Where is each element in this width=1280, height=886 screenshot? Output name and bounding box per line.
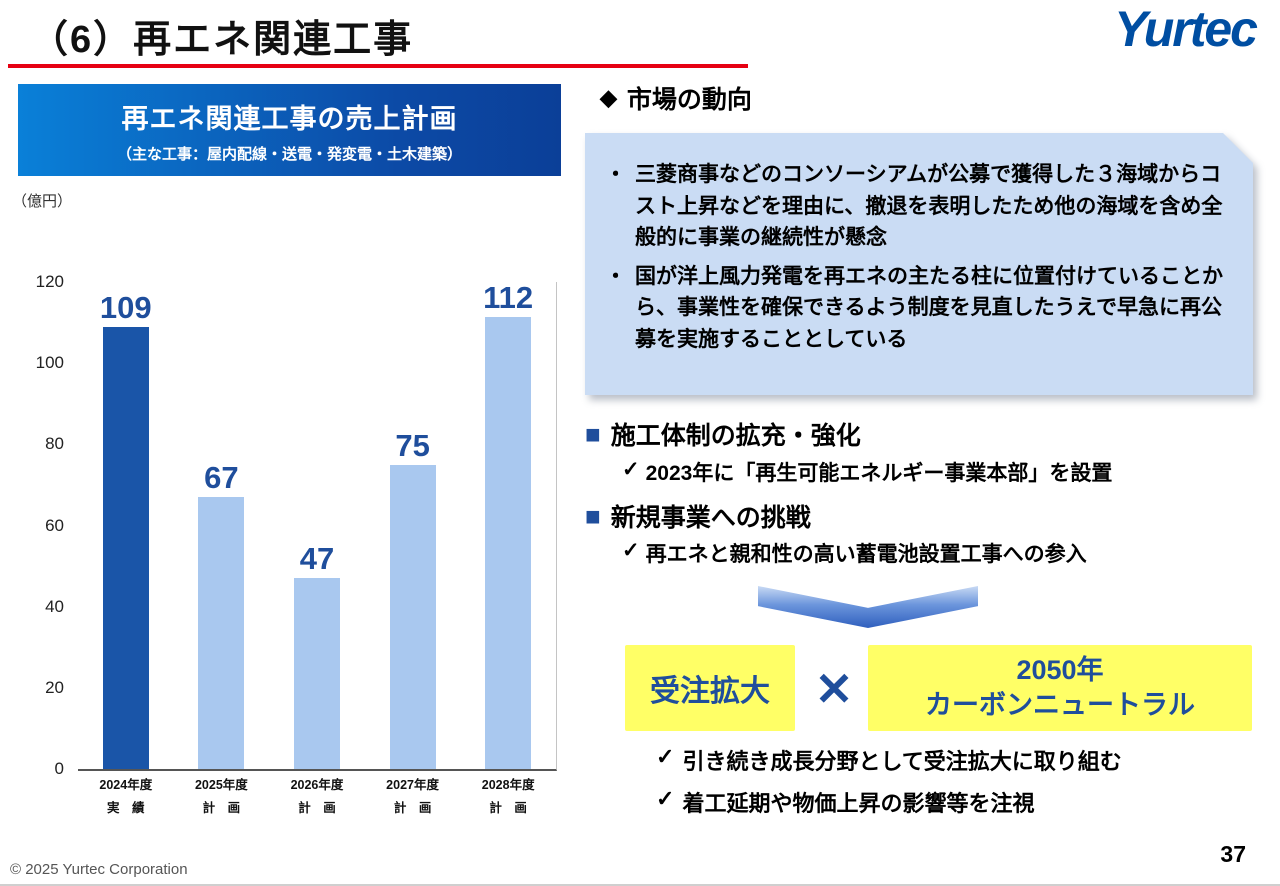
market-trends-heading: ◆ 市場の動向: [600, 80, 752, 116]
x-tick-label: 2027年度計 画: [386, 778, 439, 815]
y-tick-label: 20: [45, 677, 64, 697]
bar: [485, 317, 532, 769]
market-bullet-1: ・ 三菱商事などのコンソーシアムが公募で獲得した３海域からコスト上昇などを理由に…: [605, 159, 1231, 254]
check-icon: ✓: [622, 539, 640, 562]
market-trends-title: 市場の動向: [626, 86, 752, 114]
market-bullet-2: ・ 国が洋上風力発電を再エネの主たる柱に位置付けていることから、事業性を確保でき…: [605, 261, 1231, 356]
bullet-icon: ・: [605, 264, 626, 288]
carbon-neutral-box: 2050年 カーボンニュートラル: [868, 645, 1252, 731]
check-icon: ✓: [656, 744, 675, 769]
y-tick-label: 80: [45, 434, 64, 454]
down-arrow-icon: [758, 586, 978, 628]
chart-x-axis: 2024年度実 績 2025年度計 画 2026年度計 画 2027年度計 画 2028…: [78, 774, 556, 816]
bar: [389, 464, 436, 769]
x-tick-label: 2024年度実 績: [99, 778, 153, 815]
chart-title: 再エネ関連工事の売上計画: [121, 103, 458, 134]
x-tick-label: 2026年度計 画: [290, 778, 344, 815]
bar-value-label: 47: [299, 541, 335, 577]
chart-subtitle: （主な工事：屋内配線・送電・発変電・土木建築）: [116, 145, 462, 163]
bar: [102, 326, 149, 769]
chart-plot: 109 67 47 75 112: [78, 282, 557, 771]
check-icon: ✓: [622, 458, 640, 481]
market-callout-body: ・ 三菱商事などのコンソーシアムが公募で獲得した３海域からコスト上昇などを理由に…: [585, 133, 1253, 395]
bar-column: 47: [269, 282, 365, 769]
sales-plan-bar-chart: 0 20 40 60 80 100 120 109 67 47 75 112 2024年度実 績 20…: [20, 272, 558, 815]
initiative-detail-2: ✓ 再エネと親和性の高い蓄電池設置工事への参入: [622, 538, 1087, 568]
bar-column: 109: [78, 282, 174, 769]
diamond-icon: ◆: [600, 85, 617, 110]
strategy-notes: ✓ 引き続き成長分野として受注拡大に取り組む ✓ 着工延期や物価上昇の影響等を注…: [656, 744, 1122, 828]
carbon-neutral-line2: カーボンニュートラル: [925, 690, 1195, 720]
bar-value-label: 112: [483, 280, 534, 315]
blue-square-icon: ■: [585, 419, 601, 449]
page-number: 37: [1220, 841, 1246, 867]
order-expansion-box: 受注拡大: [625, 645, 795, 731]
bar-column: 67: [174, 282, 270, 769]
bar: [293, 578, 340, 769]
initiative-detail-1-text: 2023年に「再生可能エネルギー事業本部」を設置: [645, 462, 1113, 485]
y-tick-label: 60: [45, 515, 64, 535]
initiative-detail-1: ✓ 2023年に「再生可能エネルギー事業本部」を設置: [622, 457, 1112, 487]
title-underline: [8, 64, 748, 68]
bar: [198, 497, 245, 769]
blue-square-icon: ■: [585, 501, 601, 531]
y-tick-label: 40: [45, 596, 64, 616]
bullet-icon: ・: [605, 163, 626, 186]
bar-value-label: 109: [99, 289, 152, 325]
x-tick-label: 2025年度計 画: [194, 778, 248, 815]
bar-value-label: 67: [204, 460, 239, 496]
y-tick-label: 100: [35, 353, 64, 373]
market-callout-box: ・ 三菱商事などのコンソーシアムが公募で獲得した３海域からコスト上昇などを理由に…: [585, 133, 1253, 395]
carbon-neutral-line1: 2050年: [1016, 654, 1104, 685]
bottom-divider: [0, 884, 1280, 886]
strategy-note-1: ✓ 引き続き成長分野として受注拡大に取り組む: [656, 744, 1122, 776]
yurtec-logo: Yurtec: [1114, 1, 1258, 57]
initiative-heading-2: ■ 新規事業への挑戦: [585, 498, 811, 534]
market-bullet-2-text: 国が洋上風力発電を再エネの主たる柱に位置付けていることから、事業性を確保できるよ…: [635, 264, 1223, 351]
order-expansion-label: 受注拡大: [650, 675, 770, 708]
x-tick-label: 2028年度計 画: [481, 778, 535, 815]
chart-y-axis: 0 20 40 60 80 100 120: [20, 272, 68, 778]
bar-column: 75: [365, 282, 461, 769]
initiative-heading-1-text: 施工体制の拡充・強化: [610, 422, 861, 450]
initiative-detail-2-text: 再エネと親和性の高い蓄電池設置工事への参入: [645, 543, 1087, 566]
chart-header-box: 再エネ関連工事の売上計画 （主な工事：屋内配線・送電・発変電・土木建築）: [18, 84, 561, 176]
strategy-note-2: ✓ 着工延期や物価上昇の影響等を注視: [656, 786, 1122, 818]
check-icon: ✓: [656, 786, 675, 811]
market-bullet-1-text: 三菱商事などのコンソーシアムが公募で獲得した３海域からコスト上昇などを理由に、撤…: [635, 163, 1223, 249]
cross-icon: ✕: [814, 663, 854, 715]
bar-value-label: 75: [395, 427, 430, 463]
bar-column: 112: [460, 282, 556, 769]
copyright-text: © 2025 Yurtec Corporation: [10, 861, 188, 878]
initiative-heading-2-text: 新規事業への挑戦: [610, 504, 811, 532]
chart-unit-label: （億円）: [12, 193, 73, 210]
initiative-heading-1: ■ 施工体制の拡充・強化: [585, 416, 861, 452]
y-tick-label: 120: [35, 272, 64, 291]
page-title: （6）再エネ関連工事: [30, 19, 414, 61]
strategy-note-2-text: 着工延期や物価上昇の影響等を注視: [682, 791, 1035, 816]
strategy-note-1-text: 引き続き成長分野として受注拡大に取り組む: [682, 749, 1122, 774]
y-tick-label: 0: [54, 759, 64, 778]
